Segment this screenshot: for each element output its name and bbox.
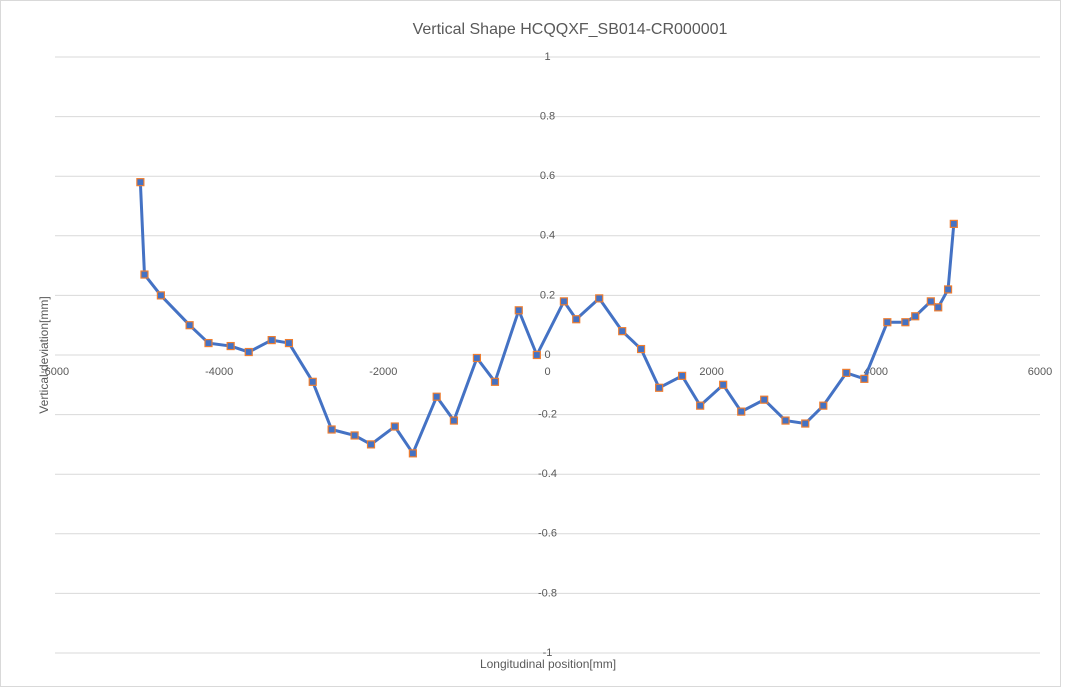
marker xyxy=(943,285,953,294)
marker xyxy=(696,401,705,410)
x-tick-label: 2000 xyxy=(699,366,723,378)
marker xyxy=(140,270,149,279)
x-tick-label: -2000 xyxy=(369,366,397,378)
marker xyxy=(883,318,892,327)
y-tick-label: 0.2 xyxy=(540,289,555,301)
marker xyxy=(572,315,581,324)
marker xyxy=(636,344,646,354)
x-tick-label: 6000 xyxy=(1028,366,1052,378)
marker xyxy=(934,303,943,312)
marker xyxy=(136,178,145,187)
marker xyxy=(737,407,746,416)
marker xyxy=(595,294,604,303)
marker xyxy=(911,312,920,321)
y-axis-title: Vertical deviation[mm] xyxy=(37,296,51,413)
marker xyxy=(267,336,276,345)
y-tick-label: -0.8 xyxy=(538,587,557,599)
marker xyxy=(472,353,482,363)
y-tick-label: -0.6 xyxy=(538,528,557,540)
marker xyxy=(819,401,828,410)
chart-title: Vertical Shape HCQQXF_SB014-CR000001 xyxy=(413,21,728,38)
marker xyxy=(842,368,851,377)
marker xyxy=(559,297,569,306)
marker xyxy=(327,425,336,434)
marker xyxy=(156,291,165,300)
marker xyxy=(204,338,213,348)
marker xyxy=(308,377,317,386)
marker xyxy=(655,383,664,392)
x-tick-label: 0 xyxy=(544,366,550,378)
marker xyxy=(350,431,359,440)
marker xyxy=(901,318,910,327)
marker xyxy=(514,306,523,315)
marker xyxy=(760,395,769,404)
y-tick-label: 0.8 xyxy=(540,111,555,123)
y-tick-label: 0.4 xyxy=(540,230,555,242)
marker xyxy=(860,374,869,383)
marker xyxy=(408,449,417,458)
marker xyxy=(532,350,541,360)
marker xyxy=(618,327,627,336)
marker xyxy=(781,416,790,425)
marker xyxy=(185,321,194,330)
marker xyxy=(432,392,441,401)
marker xyxy=(926,297,935,306)
marker xyxy=(490,377,500,386)
y-tick-label: 0 xyxy=(544,349,550,361)
y-tick-label: 1 xyxy=(544,51,550,63)
marker xyxy=(366,440,376,449)
marker xyxy=(449,416,459,425)
marker xyxy=(949,219,958,228)
x-tick-label: -4000 xyxy=(205,366,233,378)
marker xyxy=(226,341,235,351)
marker xyxy=(244,347,253,357)
y-tick-label: -1 xyxy=(543,647,553,659)
marker xyxy=(284,338,294,348)
x-tick-label: -6000 xyxy=(41,366,69,378)
y-tick-label: 0.6 xyxy=(540,170,555,182)
y-tick-label: -0.2 xyxy=(538,409,557,421)
marker xyxy=(678,371,687,380)
y-tick-label: -0.4 xyxy=(538,468,557,480)
x-axis-title: Longitudinal position[mm] xyxy=(480,657,616,671)
marker xyxy=(801,419,810,428)
marker xyxy=(719,380,728,389)
marker xyxy=(390,422,399,431)
